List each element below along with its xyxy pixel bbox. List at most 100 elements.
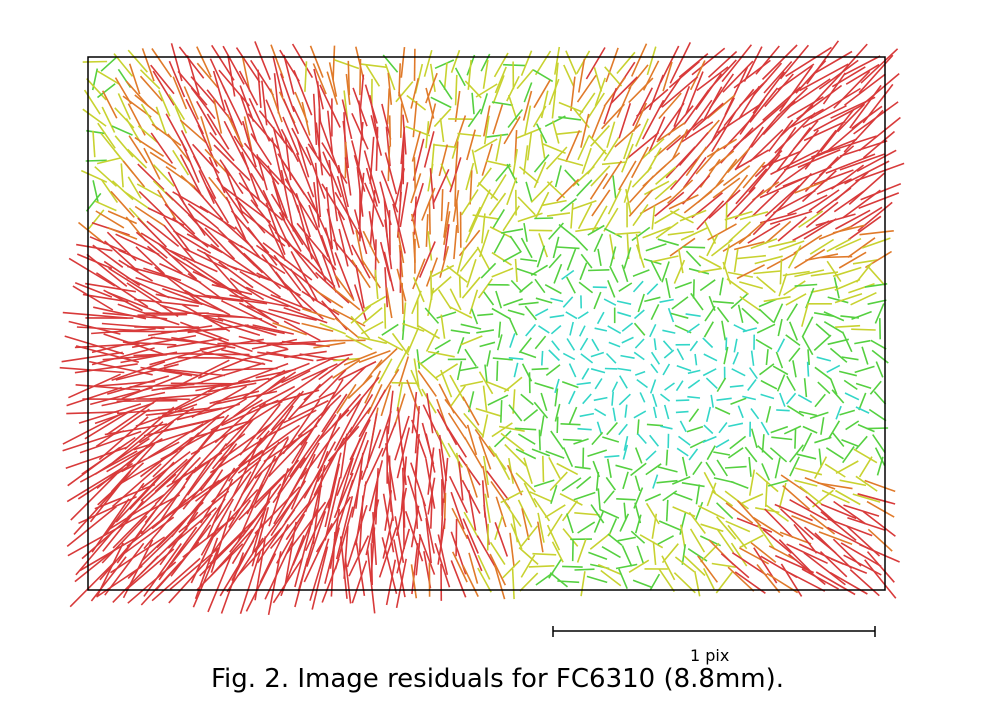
- residual-vector: [785, 392, 797, 405]
- residual-vector: [874, 447, 886, 466]
- residual-vector: [368, 211, 376, 251]
- residual-vector: [187, 203, 220, 230]
- residual-vector: [767, 479, 789, 487]
- residual-vector: [610, 76, 638, 104]
- residual-vector: [651, 513, 658, 539]
- residual-vector: [467, 489, 477, 531]
- residual-vector: [557, 580, 580, 584]
- residual-vector: [491, 251, 512, 266]
- residual-vector: [173, 230, 212, 254]
- residual-vector: [682, 246, 706, 249]
- residual-vector: [161, 384, 220, 417]
- residual-vector: [736, 500, 762, 527]
- residual-vector: [683, 89, 710, 125]
- residual-vector: [321, 183, 346, 221]
- residual-vector: [238, 335, 288, 350]
- residual-vector: [166, 337, 223, 349]
- residual-vector: [126, 276, 170, 299]
- residual-vector: [741, 307, 759, 325]
- residual-vector: [477, 182, 499, 201]
- residual-vector: [272, 180, 286, 222]
- residual-vector: [813, 334, 832, 351]
- residual-vector: [393, 539, 406, 598]
- residual-vector: [407, 327, 420, 353]
- residual-vector: [187, 272, 224, 301]
- residual-vector: [466, 534, 483, 572]
- residual-vector: [787, 245, 802, 269]
- residual-vector: [749, 87, 779, 123]
- residual-vector: [580, 113, 590, 148]
- residual-vector: [594, 77, 606, 107]
- residual-vector: [591, 338, 600, 352]
- residual-vector: [680, 227, 708, 241]
- residual-vector: [127, 148, 148, 169]
- residual-vector: [349, 393, 374, 433]
- residual-vector: [391, 381, 417, 385]
- residual-vector: [124, 406, 175, 450]
- residual-vector: [465, 463, 478, 498]
- residual-vector: [577, 311, 589, 320]
- residual-vector: [523, 82, 533, 103]
- residual-vector: [645, 463, 662, 476]
- residual-vector: [238, 70, 259, 106]
- residual-vector: [859, 230, 894, 236]
- residual-vector: [703, 321, 714, 338]
- residual-vector: [427, 103, 437, 134]
- residual-vector: [369, 95, 379, 138]
- residual-vector: [272, 55, 284, 98]
- residual-vector: [459, 248, 479, 272]
- residual-vector: [703, 424, 714, 435]
- residual-vector: [284, 237, 319, 279]
- residual-vector: [618, 103, 632, 139]
- residual-vector: [523, 482, 538, 508]
- residual-vector: [827, 518, 873, 537]
- residual-vector: [85, 192, 102, 212]
- residual-vector: [170, 382, 236, 385]
- residual-vector: [757, 445, 774, 461]
- residual-vector: [633, 309, 645, 320]
- residual-vector: [455, 518, 458, 557]
- residual-vector: [588, 269, 610, 272]
- residual-vector: [440, 314, 446, 339]
- residual-vector: [841, 331, 853, 353]
- residual-vector: [457, 132, 482, 137]
- residual-vector: [730, 397, 747, 405]
- residual-vector: [102, 500, 144, 552]
- residual-vector: [548, 78, 560, 106]
- residual-vector: [578, 58, 586, 93]
- residual-vector: [239, 348, 289, 362]
- residual-vector: [270, 193, 304, 246]
- residual-vector: [227, 55, 236, 97]
- residual-vector: [192, 155, 217, 199]
- residual-vector: [155, 106, 167, 135]
- residual-vector: [645, 502, 660, 525]
- residual-vector: [491, 101, 514, 107]
- residual-vector: [366, 413, 378, 469]
- residual-vector: [660, 425, 673, 430]
- residual-vector: [120, 516, 175, 557]
- residual-vector: [829, 378, 838, 395]
- residual-vector: [440, 189, 444, 222]
- residual-vector: [507, 109, 524, 128]
- residual-vector: [686, 323, 700, 334]
- residual-vector: [251, 490, 272, 554]
- residual-vector: [228, 471, 263, 528]
- residual-vector: [435, 430, 451, 458]
- residual-vector: [688, 408, 700, 423]
- residual-vector: [654, 179, 678, 200]
- residual-vector: [581, 147, 592, 175]
- residual-vector: [449, 385, 466, 408]
- residual-vector: [76, 243, 113, 252]
- residual-vector: [539, 415, 545, 437]
- residual-vector: [221, 367, 278, 371]
- residual-vector: [486, 523, 489, 551]
- residual-vector: [778, 273, 788, 297]
- residual-vector: [474, 138, 498, 153]
- residual-vector: [290, 453, 316, 510]
- residual-vector: [662, 340, 673, 351]
- residual-vector: [574, 237, 589, 251]
- residual-vector: [649, 573, 661, 591]
- residual-vector: [699, 279, 716, 292]
- residual-vector: [653, 406, 657, 419]
- residual-vector: [492, 357, 513, 361]
